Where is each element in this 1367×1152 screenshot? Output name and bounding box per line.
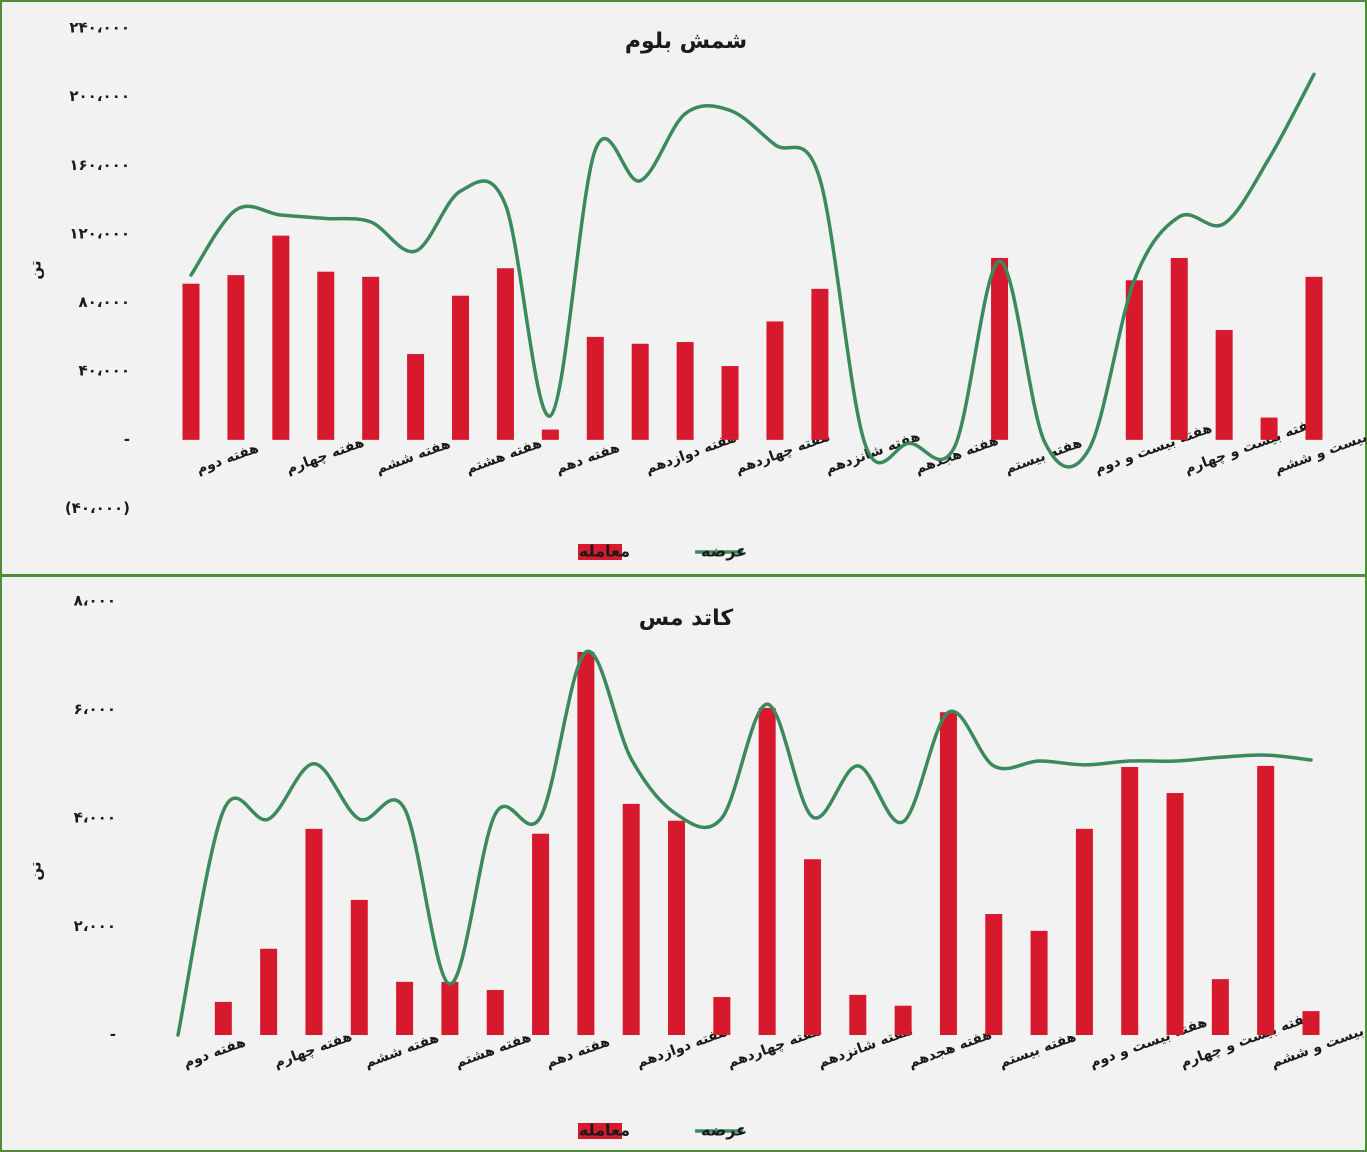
bar [1260, 417, 1278, 440]
bar [362, 276, 380, 440]
bar [849, 994, 867, 1035]
y-tick-label: ۶،۰۰۰ [74, 700, 116, 718]
bar [713, 997, 731, 1035]
legend-label: معامله [579, 1121, 630, 1140]
bar [766, 321, 784, 440]
y-tick-label: ۱۶۰،۰۰۰ [69, 156, 130, 174]
y-tick-label: ۸،۰۰۰ [74, 592, 116, 610]
bar [1257, 765, 1275, 1035]
bar [631, 343, 649, 440]
legend-label: معامله [579, 542, 630, 561]
bar [991, 257, 1009, 440]
bar [811, 288, 829, 440]
bar [985, 914, 1003, 1035]
bar [305, 828, 323, 1035]
legend-swatch [578, 1123, 622, 1139]
y-tick-label: ۴۰،۰۰۰ [79, 362, 130, 380]
bar [486, 989, 504, 1035]
bar [1121, 767, 1139, 1035]
y-tick-label: ۲۰۰،۰۰۰ [69, 87, 130, 105]
chart-panel: شمش بلوم تن (۴۰،۰۰۰) - ۴۰،۰۰۰ ۸۰،۰۰۰ ۱۲۰،۰۰۰ ۱۶… [0, 0, 1367, 576]
y-tick-label: ۴،۰۰۰ [74, 809, 116, 827]
y-tick-label: - [110, 1026, 116, 1044]
bar [803, 859, 821, 1035]
bar [676, 342, 694, 440]
bar [532, 833, 550, 1035]
y-tick-label: ۱۲۰،۰۰۰ [69, 224, 130, 242]
bar [1211, 979, 1229, 1035]
legend-label: عرضه [701, 1121, 747, 1140]
bar [260, 948, 278, 1035]
y-tick-label: - [124, 430, 130, 448]
bar [1215, 330, 1233, 440]
bar [227, 275, 245, 440]
legend-label: عرضه [701, 542, 747, 561]
bar [1166, 793, 1184, 1035]
bar [1302, 1011, 1320, 1035]
bar [350, 899, 368, 1035]
line-series [189, 72, 1316, 469]
bar [1125, 280, 1143, 440]
bar [496, 268, 514, 440]
panel-frame [0, 0, 1367, 576]
bar [586, 336, 604, 440]
y-tick-label: (۴۰،۰۰۰) [65, 499, 130, 517]
chart-title: شمش بلوم [625, 29, 747, 54]
line-series [176, 649, 1313, 1037]
y-tick-label: ۸۰،۰۰۰ [79, 293, 130, 311]
bar [622, 803, 640, 1035]
bar [668, 820, 686, 1035]
bar [1305, 276, 1323, 440]
bar [541, 429, 559, 440]
bar [939, 712, 957, 1035]
bar [317, 271, 335, 440]
bar [272, 235, 290, 440]
bar [894, 1005, 912, 1035]
bar [396, 981, 414, 1035]
bar [1075, 828, 1093, 1035]
bar [407, 354, 425, 440]
chart-title: کاتد مس [639, 606, 734, 631]
y-axis-label: تن [27, 861, 45, 880]
bar [182, 283, 200, 440]
y-tick-label: ۲۴۰،۰۰۰ [69, 19, 130, 37]
y-axis-label: تن [27, 260, 45, 279]
bar [441, 981, 459, 1035]
bar [721, 366, 739, 440]
legend-swatch [578, 544, 622, 560]
bar [577, 651, 595, 1035]
bar [1030, 930, 1048, 1035]
bar [452, 295, 470, 440]
bar [214, 1001, 232, 1035]
y-tick-label: ۲،۰۰۰ [74, 917, 116, 935]
bar [758, 707, 776, 1035]
bar [1170, 257, 1188, 440]
